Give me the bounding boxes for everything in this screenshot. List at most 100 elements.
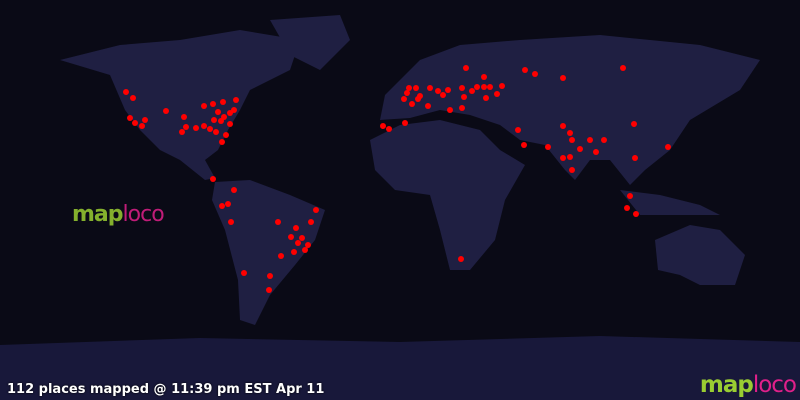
- place-marker[interactable]: [521, 142, 527, 148]
- place-marker[interactable]: [461, 94, 467, 100]
- place-marker[interactable]: [233, 97, 239, 103]
- place-marker[interactable]: [632, 155, 638, 161]
- place-marker[interactable]: [404, 90, 410, 96]
- place-marker[interactable]: [458, 256, 464, 262]
- place-marker[interactable]: [227, 121, 233, 127]
- place-marker[interactable]: [220, 99, 226, 105]
- place-marker[interactable]: [413, 85, 419, 91]
- place-marker[interactable]: [241, 270, 247, 276]
- place-marker[interactable]: [560, 123, 566, 129]
- place-marker[interactable]: [567, 154, 573, 160]
- place-marker[interactable]: [201, 103, 207, 109]
- place-marker[interactable]: [427, 85, 433, 91]
- place-marker[interactable]: [459, 105, 465, 111]
- place-marker[interactable]: [313, 207, 319, 213]
- place-marker[interactable]: [577, 146, 583, 152]
- place-marker[interactable]: [288, 234, 294, 240]
- place-marker[interactable]: [474, 84, 480, 90]
- place-marker[interactable]: [223, 132, 229, 138]
- place-marker[interactable]: [266, 287, 272, 293]
- place-marker[interactable]: [487, 84, 493, 90]
- place-marker[interactable]: [560, 155, 566, 161]
- place-marker[interactable]: [211, 117, 217, 123]
- place-marker[interactable]: [139, 123, 145, 129]
- place-marker[interactable]: [494, 91, 500, 97]
- place-marker[interactable]: [481, 84, 487, 90]
- europe-asia: [380, 35, 760, 185]
- place-marker[interactable]: [123, 89, 129, 95]
- place-marker[interactable]: [132, 120, 138, 126]
- place-marker[interactable]: [215, 109, 221, 115]
- place-marker[interactable]: [231, 107, 237, 113]
- place-marker[interactable]: [545, 144, 551, 150]
- place-marker[interactable]: [481, 74, 487, 80]
- place-marker[interactable]: [201, 123, 207, 129]
- place-marker[interactable]: [295, 240, 301, 246]
- place-marker[interactable]: [275, 219, 281, 225]
- place-marker[interactable]: [278, 253, 284, 259]
- place-marker[interactable]: [291, 249, 297, 255]
- southeast-asia-islands: [620, 190, 720, 215]
- place-marker[interactable]: [406, 85, 412, 91]
- place-marker[interactable]: [401, 96, 407, 102]
- place-marker[interactable]: [587, 137, 593, 143]
- place-marker[interactable]: [308, 219, 314, 225]
- place-marker[interactable]: [380, 123, 386, 129]
- place-marker[interactable]: [569, 167, 575, 173]
- place-marker[interactable]: [219, 203, 225, 209]
- place-marker[interactable]: [402, 120, 408, 126]
- place-marker[interactable]: [305, 242, 311, 248]
- place-marker[interactable]: [601, 137, 607, 143]
- place-marker[interactable]: [293, 225, 299, 231]
- place-marker[interactable]: [560, 75, 566, 81]
- place-marker[interactable]: [219, 139, 225, 145]
- place-marker[interactable]: [218, 118, 224, 124]
- place-marker[interactable]: [624, 205, 630, 211]
- place-marker[interactable]: [567, 130, 573, 136]
- place-marker[interactable]: [415, 96, 421, 102]
- place-marker[interactable]: [425, 103, 431, 109]
- place-marker[interactable]: [569, 137, 575, 143]
- place-marker[interactable]: [499, 83, 505, 89]
- place-marker[interactable]: [267, 273, 273, 279]
- place-marker[interactable]: [463, 65, 469, 71]
- place-marker[interactable]: [207, 126, 213, 132]
- place-marker[interactable]: [631, 121, 637, 127]
- place-marker[interactable]: [469, 88, 475, 94]
- place-marker[interactable]: [633, 211, 639, 217]
- maploco-logo[interactable]: maploco: [699, 372, 797, 398]
- place-marker[interactable]: [447, 107, 453, 113]
- place-marker[interactable]: [225, 201, 231, 207]
- place-marker[interactable]: [593, 149, 599, 155]
- logo-text-map: map: [699, 372, 754, 398]
- place-marker[interactable]: [231, 187, 237, 193]
- place-marker[interactable]: [210, 176, 216, 182]
- place-marker[interactable]: [409, 101, 415, 107]
- place-marker[interactable]: [130, 95, 136, 101]
- place-marker[interactable]: [515, 127, 521, 133]
- place-marker[interactable]: [228, 219, 234, 225]
- place-marker[interactable]: [459, 85, 465, 91]
- place-marker[interactable]: [127, 115, 133, 121]
- place-marker[interactable]: [213, 129, 219, 135]
- place-marker[interactable]: [435, 88, 441, 94]
- place-marker[interactable]: [299, 235, 305, 241]
- place-marker[interactable]: [386, 126, 392, 132]
- place-marker[interactable]: [183, 124, 189, 130]
- place-marker[interactable]: [142, 117, 148, 123]
- place-marker[interactable]: [483, 95, 489, 101]
- place-marker[interactable]: [440, 92, 446, 98]
- place-marker[interactable]: [532, 71, 538, 77]
- place-marker[interactable]: [181, 114, 187, 120]
- place-marker[interactable]: [665, 144, 671, 150]
- place-marker[interactable]: [620, 65, 626, 71]
- place-marker[interactable]: [210, 101, 216, 107]
- place-marker[interactable]: [302, 247, 308, 253]
- place-marker[interactable]: [163, 108, 169, 114]
- place-marker[interactable]: [627, 193, 633, 199]
- place-marker[interactable]: [193, 125, 199, 131]
- place-marker[interactable]: [522, 67, 528, 73]
- place-marker[interactable]: [179, 129, 185, 135]
- place-marker[interactable]: [445, 87, 451, 93]
